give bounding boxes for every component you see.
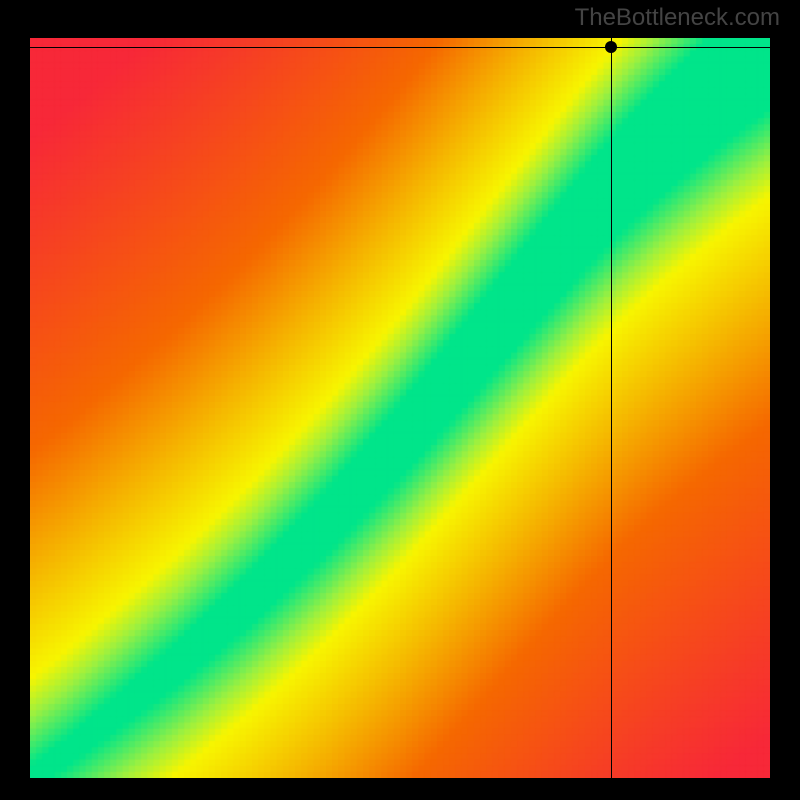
- bottleneck-heatmap: [30, 38, 770, 778]
- selection-marker: [605, 41, 617, 53]
- crosshair-horizontal: [30, 47, 770, 48]
- watermark-text: TheBottleneck.com: [575, 4, 780, 32]
- heatmap-canvas: [30, 38, 770, 778]
- crosshair-vertical: [611, 38, 612, 778]
